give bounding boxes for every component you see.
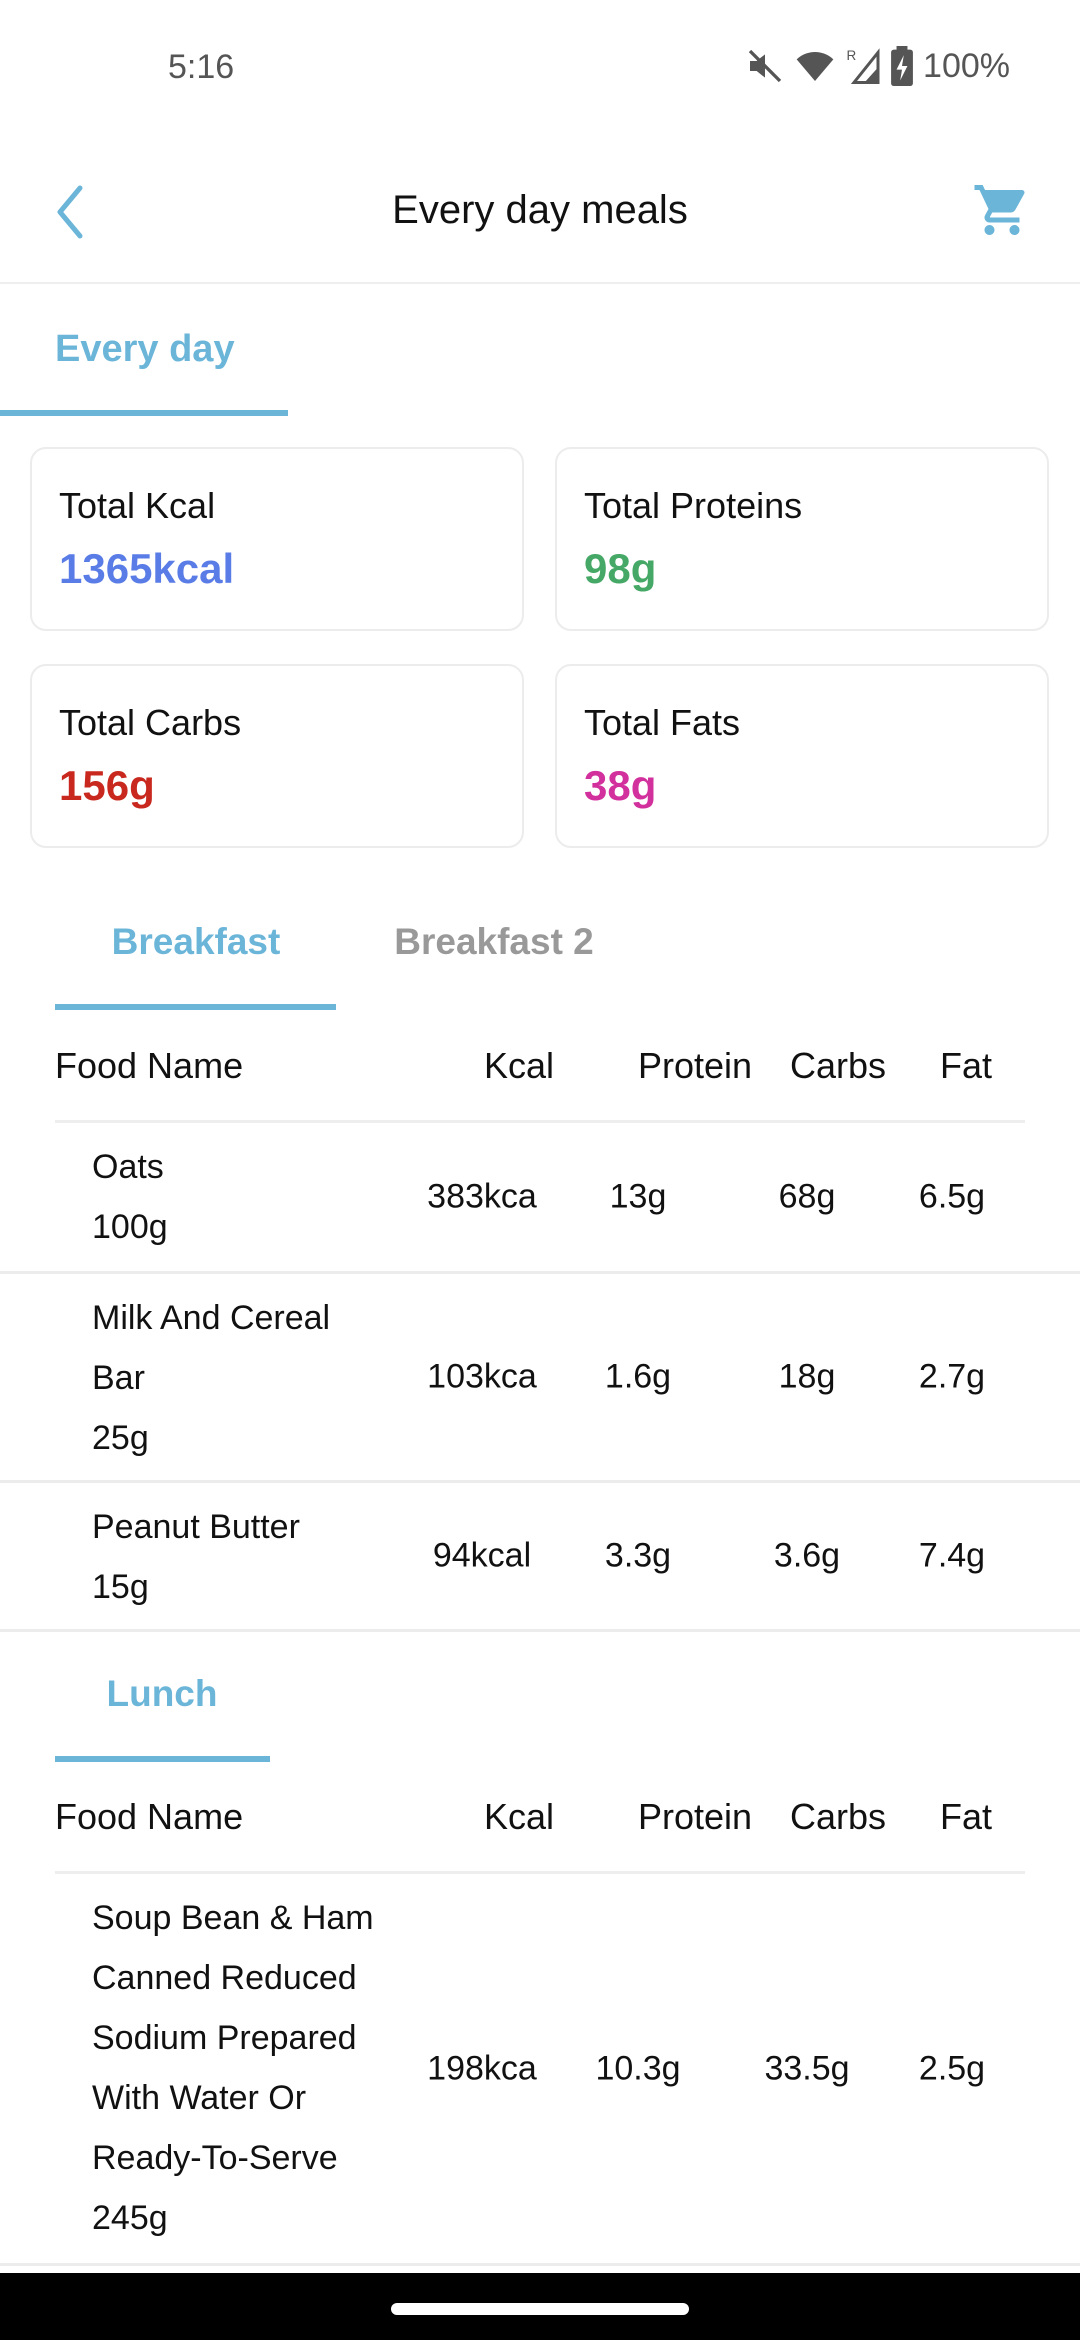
table-row[interactable]: Oats 100g 383kca 13g 68g 6.5g bbox=[0, 1123, 1080, 1274]
card-value: 1365kcal bbox=[59, 545, 235, 592]
protein-value: 3.3g bbox=[604, 1536, 672, 1575]
card-label: Total Kcal bbox=[59, 485, 216, 526]
fat-value: 2.7g bbox=[918, 1357, 986, 1396]
tab-every-day[interactable]: Every day bbox=[0, 284, 288, 416]
header-divider bbox=[55, 1871, 1025, 1874]
table-row[interactable]: Milk And Cereal Bar 25g 103kca 1.6g 18g 2… bbox=[0, 1274, 1080, 1483]
app-header: Every day meals bbox=[0, 140, 1080, 284]
tab-breakfast-2[interactable]: Breakfast 2 bbox=[394, 921, 594, 962]
tab-indicator bbox=[0, 410, 288, 416]
kcal-value: 198kca bbox=[427, 2049, 537, 2087]
status-time: 5:16 bbox=[168, 48, 235, 86]
status-bar: 5:16 R 100% bbox=[0, 0, 1080, 140]
fat-value: 2.5g bbox=[918, 2049, 986, 2087]
tab-every-day-label: Every day bbox=[55, 328, 235, 370]
system-nav-bar bbox=[0, 2273, 1080, 2340]
col-fat: Fat bbox=[939, 1796, 993, 1837]
fat-value: 7.4g bbox=[918, 1536, 986, 1575]
page-title: Every day meals bbox=[392, 188, 688, 232]
table-header: Food Name Kcal Protein Carbs Fat bbox=[0, 1758, 1080, 1872]
kcal-value: 383kca bbox=[427, 1177, 537, 1216]
col-food-name: Food Name bbox=[55, 1045, 244, 1086]
status-icons: R 100% bbox=[745, 46, 1010, 86]
food-name: Peanut Butter bbox=[92, 1508, 300, 1546]
battery-charging-icon bbox=[891, 46, 913, 86]
summary-card-kcal: Total Kcal 1365kcal bbox=[30, 447, 524, 631]
protein-value: 10.3g bbox=[595, 2049, 681, 2087]
col-kcal: Kcal bbox=[483, 1045, 555, 1086]
food-amount: 25g bbox=[92, 1419, 149, 1457]
food-cell: Peanut Butter 15g bbox=[92, 1497, 392, 1617]
carbs-value: 33.5g bbox=[764, 2049, 850, 2087]
food-cell: Soup Bean & Ham Canned Reduced Sodium Pr… bbox=[92, 1888, 392, 2248]
card-label: Total Carbs bbox=[59, 702, 242, 743]
tab-indicator bbox=[55, 1004, 336, 1010]
card-label: Total Proteins bbox=[584, 485, 803, 526]
back-button[interactable] bbox=[52, 182, 92, 242]
protein-value: 1.6g bbox=[604, 1357, 672, 1396]
food-amount: 100g bbox=[92, 1208, 168, 1246]
carbs-value: 68g bbox=[778, 1177, 836, 1216]
battery-percent: 100% bbox=[923, 46, 1010, 85]
summary-card-carbs: Total Carbs 156g bbox=[30, 664, 524, 848]
col-protein: Protein bbox=[637, 1045, 753, 1086]
card-value: 98g bbox=[584, 545, 657, 592]
card-label: Total Fats bbox=[584, 702, 741, 743]
carbs-value: 18g bbox=[778, 1357, 836, 1396]
col-kcal: Kcal bbox=[483, 1796, 555, 1837]
signal-roaming-icon: R bbox=[847, 48, 880, 84]
food-name: Oats bbox=[92, 1148, 164, 1186]
table-header: Food Name Kcal Protein Carbs Fat bbox=[0, 1007, 1080, 1121]
cart-icon[interactable] bbox=[972, 180, 1032, 240]
col-carbs: Carbs bbox=[789, 1045, 887, 1086]
col-food-name: Food Name bbox=[55, 1796, 244, 1837]
wifi-icon bbox=[796, 52, 834, 81]
protein-value: 13g bbox=[609, 1177, 667, 1216]
card-value: 156g bbox=[59, 762, 155, 809]
food-name: Soup Bean & Ham Canned Reduced Sodium Pr… bbox=[92, 1899, 374, 2177]
svg-text:R: R bbox=[847, 48, 857, 63]
card-value: 38g bbox=[584, 762, 657, 809]
fat-value: 6.5g bbox=[918, 1177, 986, 1216]
summary-card-fats: Total Fats 38g bbox=[555, 664, 1049, 848]
food-cell: Oats 100g bbox=[92, 1137, 392, 1257]
food-cell: Milk And Cereal Bar 25g bbox=[92, 1288, 392, 1468]
kcal-value: 94kcal bbox=[432, 1536, 532, 1575]
food-amount: 15g bbox=[92, 1568, 149, 1606]
summary-card-proteins: Total Proteins 98g bbox=[555, 447, 1049, 631]
tab-indicator bbox=[55, 1756, 270, 1762]
tab-breakfast[interactable]: Breakfast bbox=[111, 921, 281, 962]
food-amount: 245g bbox=[92, 2199, 168, 2237]
food-name: Milk And Cereal Bar bbox=[92, 1299, 331, 1397]
col-fat: Fat bbox=[939, 1045, 993, 1086]
carbs-value: 3.6g bbox=[773, 1536, 841, 1575]
tab-lunch[interactable]: Lunch bbox=[106, 1673, 218, 1714]
header-divider bbox=[55, 1120, 1025, 1123]
table-row[interactable]: Soup Bean & Ham Canned Reduced Sodium Pr… bbox=[0, 1874, 1080, 2266]
col-protein: Protein bbox=[637, 1796, 753, 1837]
col-carbs: Carbs bbox=[789, 1796, 887, 1837]
table-row[interactable]: Peanut Butter 15g 94kcal 3.3g 3.6g 7.4g bbox=[0, 1483, 1080, 1632]
kcal-value: 103kca bbox=[427, 1357, 537, 1396]
home-gesture-handle[interactable] bbox=[391, 2303, 689, 2315]
mute-icon bbox=[748, 49, 782, 83]
